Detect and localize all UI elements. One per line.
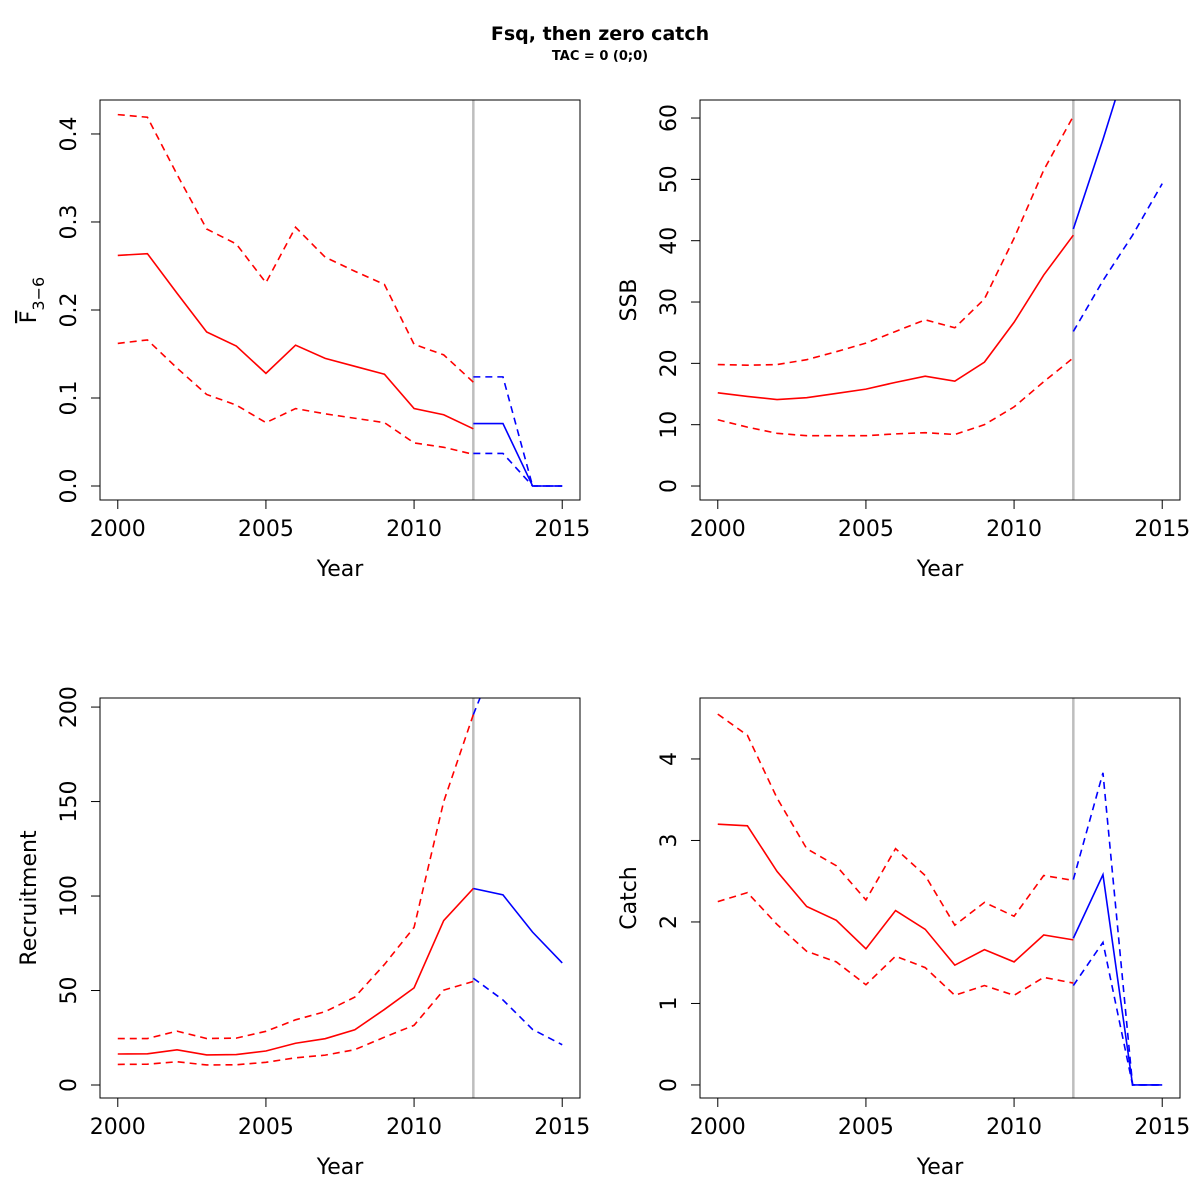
x-tick-label: 2005 [238,1115,294,1140]
x-tick-label: 2010 [986,517,1042,542]
series-line [117,339,474,456]
y-axis-label-main: Catch [617,866,642,930]
series-line [717,357,1074,437]
y-tick-label: 4 [657,752,682,766]
x-tick-label: 2015 [534,517,590,542]
x-tick-label: 2015 [534,1115,590,1140]
plot-area [717,713,1163,1086]
x-axis-label: Year [316,557,365,582]
x-tick-label: 2010 [986,1115,1042,1140]
panel: 2000 2005 2010 2015 Year 0 1 2 3 4 Catch [617,697,1190,1180]
y-tick-label: 0 [657,1078,682,1092]
figure-subtitle: TAC = 0 (0;0) [552,49,648,64]
series-line [117,714,475,1040]
y-tick-label: 150 [57,781,82,823]
y-tick-label: 0.4 [57,116,82,151]
series-line [717,823,1074,967]
y-tick-label: 10 [657,411,682,439]
series-line [1072,183,1163,332]
x-tick-label: 2005 [238,517,294,542]
y-tick-label: 30 [657,288,682,316]
x-tick-label: 2005 [838,1115,894,1140]
series-line [1072,772,1163,1086]
x-tick-label: 2000 [90,1115,146,1140]
y-axis-label: Recruitment [17,830,42,966]
x-tick-label: 2015 [1134,1115,1190,1140]
series-line [117,113,474,383]
x-tick-label: 2000 [690,1115,746,1140]
series-line [1072,871,1163,1086]
series-line [717,234,1074,401]
series-line [717,115,1075,366]
figure-title: Fsq, then zero catch [491,23,709,45]
y-tick-label: 50 [57,977,82,1005]
series-line [473,887,563,964]
y-tick-label: 50 [657,165,682,193]
series-line [472,698,481,715]
series-line [1072,100,1117,230]
panel: 2000 2005 2010 2015 Year 0.0 0.1 0.2 0.3 0.4 F3−6 [17,99,590,582]
series-line [717,713,1074,927]
series-line [117,980,474,1066]
x-tick-label: 2015 [1134,517,1190,542]
x-tick-label: 2010 [386,517,442,542]
panel: 2000 2005 2010 2015 Year 0 50 100 150 200 Recruitm… [17,686,590,1180]
x-axis-label: Year [316,1155,365,1180]
plot-area [117,698,563,1066]
y-tick-label: 0 [657,479,682,493]
y-tick-label: 200 [57,686,82,728]
y-tick-label: 20 [657,349,682,377]
y-axis-label-main: Recruitment [17,830,42,966]
x-axis-label: Year [916,1155,965,1180]
series-line [473,452,563,487]
y-tick-label: 3 [657,833,682,847]
y-axis-label-main: SSB [617,278,642,321]
x-axis-label: Year [916,557,965,582]
y-tick-label: 100 [57,875,82,917]
series-line [1072,940,1163,1086]
y-tick-label: 2 [657,915,682,929]
x-tick-label: 2005 [838,517,894,542]
y-tick-label: 0.2 [57,292,82,327]
plot-area [717,100,1163,437]
y-tick-label: 1 [657,996,682,1010]
y-axis-label: Catch [617,866,642,930]
y-tick-label: 0.3 [57,204,82,239]
panel: 2000 2005 2010 2015 Year 0 10 20 30 40 50 60 SSB [617,99,1190,582]
y-axis-label-main: F [17,311,42,324]
series-line [117,887,474,1056]
y-tick-label: 0.0 [57,469,82,504]
x-tick-label: 2010 [386,1115,442,1140]
y-axis-label: SSB [617,278,642,321]
y-tick-label: 60 [657,104,682,132]
y-axis-label: F3−6 [17,277,48,323]
y-tick-label: 40 [657,227,682,255]
y-tick-label: 0 [57,1078,82,1092]
y-tick-label: 0.1 [57,380,82,415]
x-tick-label: 2000 [690,517,746,542]
x-tick-label: 2000 [90,517,146,542]
y-axis-label-subscript: 3−6 [29,277,48,311]
series-line [717,891,1074,997]
series-line [472,977,563,1046]
plot-area [117,113,563,487]
series-line [117,252,474,430]
